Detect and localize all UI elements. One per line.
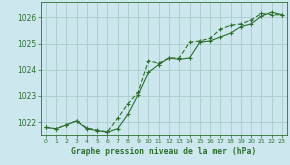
X-axis label: Graphe pression niveau de la mer (hPa): Graphe pression niveau de la mer (hPa) <box>71 147 256 156</box>
